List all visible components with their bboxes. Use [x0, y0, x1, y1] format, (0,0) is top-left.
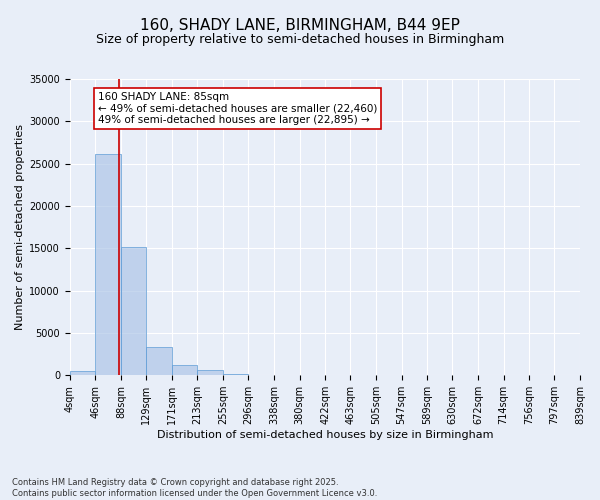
Text: 160, SHADY LANE, BIRMINGHAM, B44 9EP: 160, SHADY LANE, BIRMINGHAM, B44 9EP	[140, 18, 460, 32]
Bar	[95, 154, 121, 375]
Bar	[197, 370, 223, 375]
Bar	[248, 374, 274, 375]
Bar	[70, 371, 95, 375]
Y-axis label: Number of semi-detached properties: Number of semi-detached properties	[15, 124, 25, 330]
Text: Contains HM Land Registry data © Crown copyright and database right 2025.
Contai: Contains HM Land Registry data © Crown c…	[12, 478, 377, 498]
Text: Size of property relative to semi-detached houses in Birmingham: Size of property relative to semi-detach…	[96, 32, 504, 46]
Bar	[146, 347, 172, 375]
Bar	[223, 374, 248, 375]
X-axis label: Distribution of semi-detached houses by size in Birmingham: Distribution of semi-detached houses by …	[157, 430, 493, 440]
Text: 160 SHADY LANE: 85sqm
← 49% of semi-detached houses are smaller (22,460)
49% of : 160 SHADY LANE: 85sqm ← 49% of semi-deta…	[98, 92, 377, 125]
Bar	[172, 366, 197, 375]
Bar	[121, 246, 146, 375]
